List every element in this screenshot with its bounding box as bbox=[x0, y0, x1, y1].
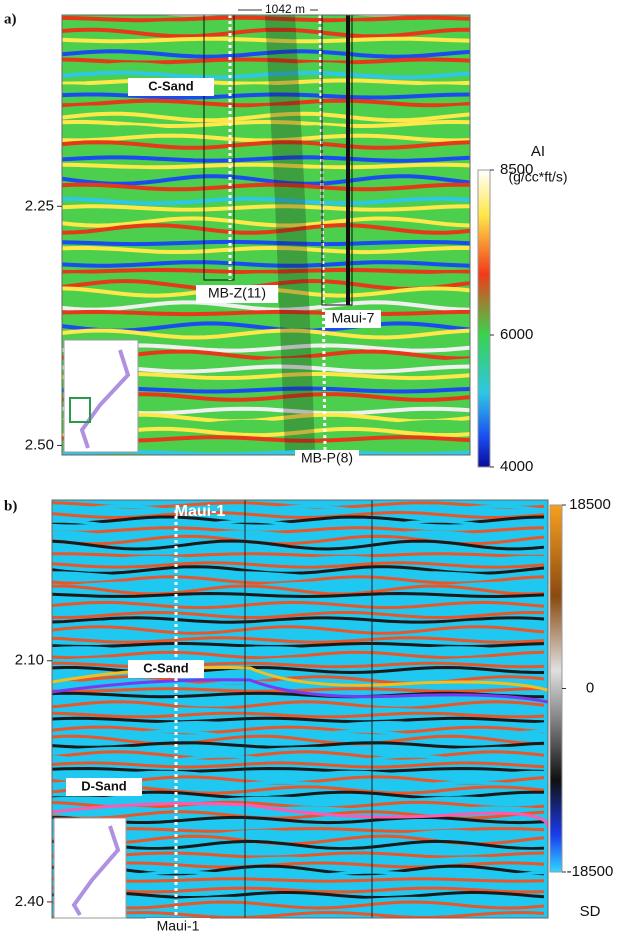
y-tick-label: 2.10 bbox=[15, 652, 44, 669]
annotation: D-Sand bbox=[81, 778, 127, 793]
annotation: C-Sand bbox=[143, 660, 189, 675]
inset-map bbox=[64, 340, 138, 452]
panel-label: a) bbox=[4, 11, 17, 27]
y-tick-label: 2.25 bbox=[25, 197, 54, 214]
figure: a) 1042 m C-Sand MB-Z(11) Maui-7 MB-P(8)… bbox=[0, 0, 618, 938]
seismic-band bbox=[52, 487, 544, 493]
well-label: Maui-1 bbox=[157, 918, 200, 934]
colorbar-title: SD bbox=[580, 903, 601, 920]
seismic-band bbox=[62, 242, 470, 244]
annotation: C-Sand bbox=[148, 78, 194, 93]
seismic-band bbox=[52, 493, 544, 497]
colorbar-tick-label: 0 bbox=[586, 679, 594, 696]
well-track bbox=[280, 15, 300, 450]
seismic-band bbox=[62, 458, 470, 462]
well-label: MB-Z(11) bbox=[208, 285, 266, 301]
y-tick-label: 2.50 bbox=[25, 436, 54, 453]
panel-label: b) bbox=[4, 498, 17, 514]
scale-bar: 1042 m bbox=[265, 2, 305, 16]
seismic-band bbox=[52, 554, 544, 556]
seismic-band bbox=[52, 924, 544, 927]
colorbar-tick-label: 18500 bbox=[569, 496, 611, 513]
y-tick-label: 2.40 bbox=[15, 893, 44, 910]
colorbar-a bbox=[478, 170, 490, 467]
colorbar-b bbox=[550, 505, 562, 872]
seismic-band bbox=[62, 312, 470, 314]
colorbar-tick-label: -18500 bbox=[567, 863, 614, 880]
page: a) 1042 m C-Sand MB-Z(11) Maui-7 MB-P(8)… bbox=[0, 0, 618, 938]
well-label: Maui-1 bbox=[175, 503, 226, 520]
colorbar-tick-label: 4000 bbox=[500, 458, 533, 475]
seismic-band bbox=[52, 919, 544, 921]
seismic-band bbox=[62, 270, 470, 272]
well-label: Maui-7 bbox=[332, 310, 375, 326]
colorbar-tick-label: 6000 bbox=[500, 326, 533, 343]
colorbar-title: AI bbox=[531, 143, 545, 160]
well-label: MB-P(8) bbox=[301, 450, 353, 466]
colorbar-tick-label: 8500 bbox=[500, 161, 533, 178]
inset-map bbox=[54, 818, 126, 918]
